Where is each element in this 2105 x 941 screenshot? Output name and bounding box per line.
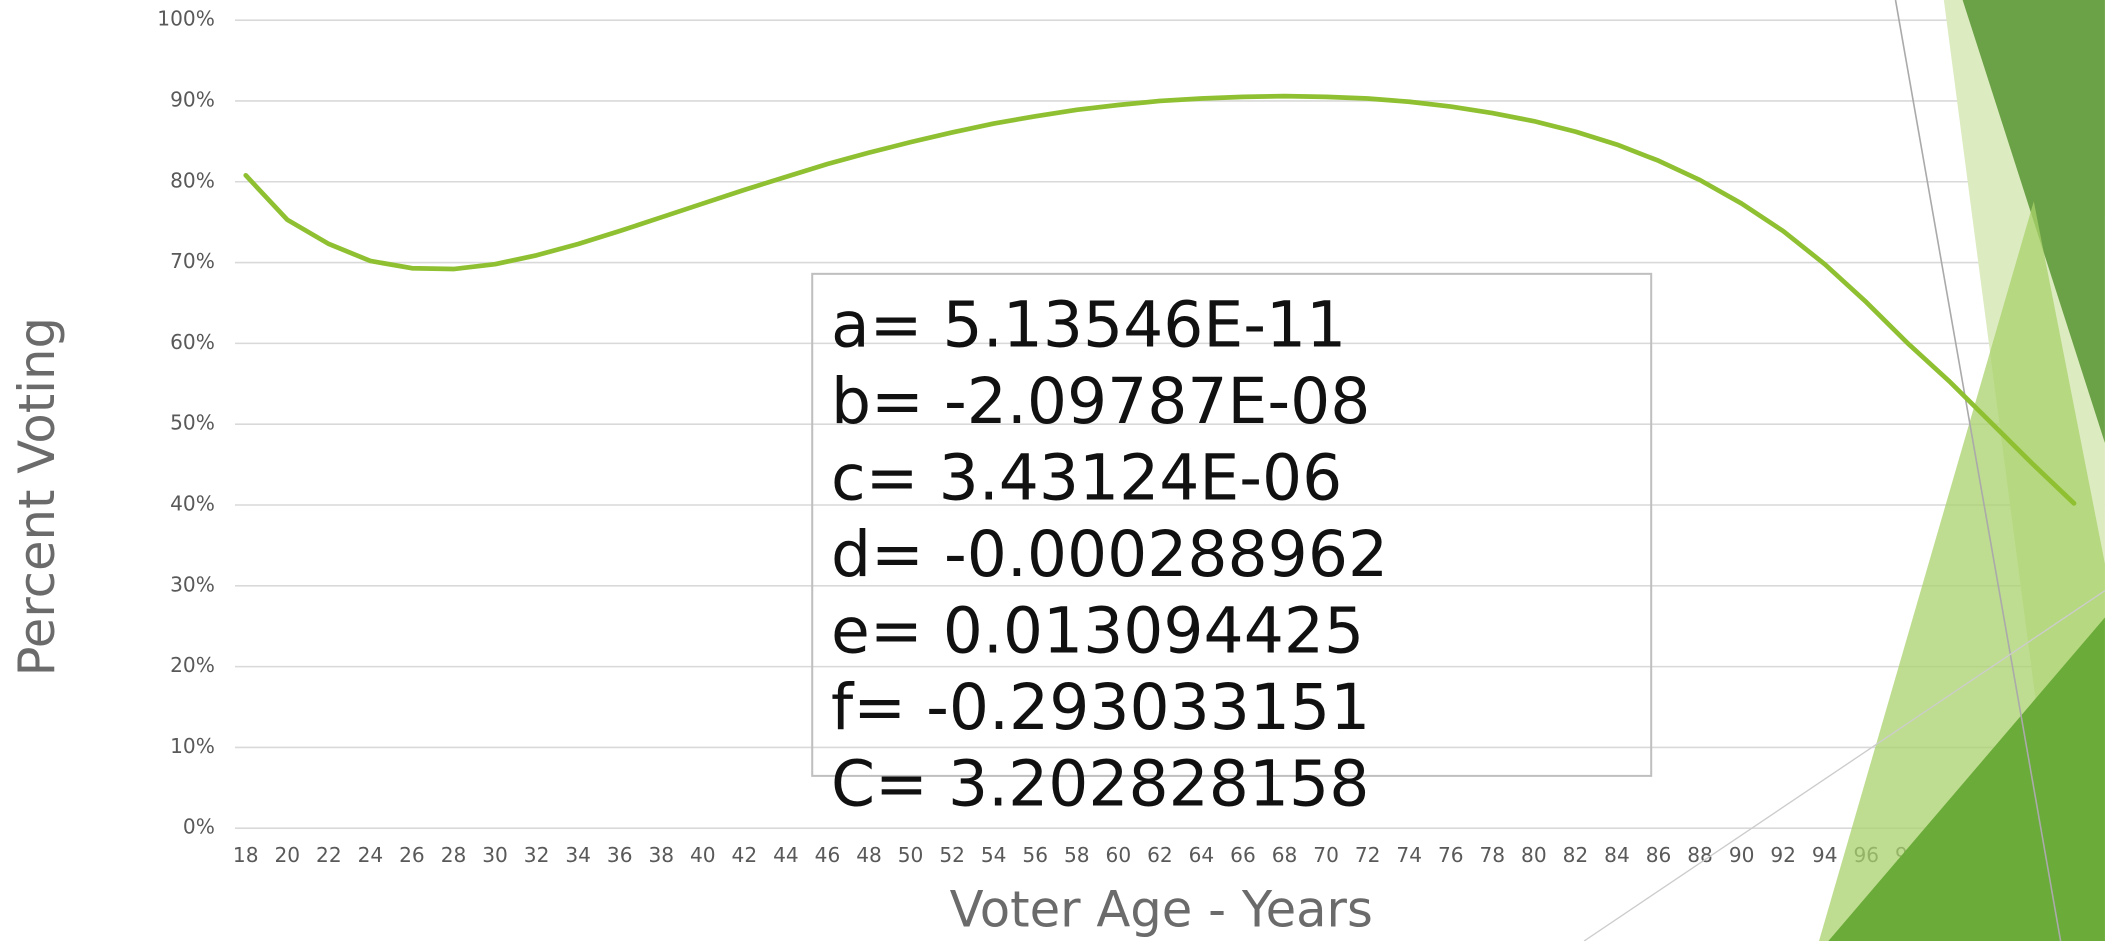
data-line <box>243 93 2077 506</box>
x-tick-label: 84 <box>1604 843 1630 867</box>
annotation-line: c= 3.43124E-06 <box>831 440 1342 514</box>
x-tick-label: 40 <box>690 843 716 867</box>
annotation-line: f= -0.293033151 <box>831 670 1370 744</box>
decor-line <box>1583 590 2105 941</box>
plot <box>243 93 2077 506</box>
x-axis-title: Voter Age - Years <box>950 880 1373 938</box>
x-tick-label: 72 <box>1355 843 1381 867</box>
x-tick-label: 66 <box>1230 843 1256 867</box>
x-tick-label: 90 <box>1729 843 1755 867</box>
y-tick-label: 80% <box>170 168 215 192</box>
x-tick-label: 50 <box>898 843 924 867</box>
y-tick-label: 10% <box>170 734 215 758</box>
x-tick-label: 56 <box>1022 843 1048 867</box>
x-tick-label: 74 <box>1396 843 1422 867</box>
decor-shape <box>1828 617 2105 941</box>
x-tick-label: 86 <box>1646 843 1672 867</box>
x-tick-label: 30 <box>482 843 508 867</box>
x-tick-label: 60 <box>1106 843 1132 867</box>
x-tick-label: 78 <box>1480 843 1506 867</box>
x-tick-label: 64 <box>1189 843 1215 867</box>
x-tick-label: 48 <box>856 843 882 867</box>
x-tick-label: 76 <box>1438 843 1464 867</box>
x-tick-label: 18 <box>233 843 259 867</box>
x-tick-label: 46 <box>815 843 841 867</box>
y-tick-label: 50% <box>170 411 215 435</box>
x-tick-label: 36 <box>607 843 633 867</box>
y-tick-label: 90% <box>170 87 215 111</box>
x-tick-label: 68 <box>1272 843 1298 867</box>
grid: 0% 10% 20% 30% 40% 50% 60% 70% 80% 90% 100% 18 20 22 2… <box>157 7 2105 867</box>
y-tick-label: 70% <box>170 249 215 273</box>
x-tick-label: 34 <box>565 843 591 867</box>
x-tick-label: 94 <box>1812 843 1838 867</box>
x-tick-label: 52 <box>939 843 965 867</box>
x-tick-label: 22 <box>316 843 342 867</box>
x-tick-label: 26 <box>399 843 425 867</box>
x-tick-label: 44 <box>773 843 799 867</box>
x-tick-label: 20 <box>274 843 300 867</box>
annotation-line: a= 5.13546E-11 <box>831 287 1346 361</box>
x-tick-label: 32 <box>524 843 550 867</box>
annotation-line: C= 3.202828158 <box>831 746 1369 820</box>
x-tick-label: 80 <box>1521 843 1547 867</box>
x-tick-label: 62 <box>1147 843 1173 867</box>
y-tick-label: 100% <box>157 7 215 31</box>
y-axis-title: Percent Voting <box>8 317 66 676</box>
decor-line <box>1894 0 2062 941</box>
background-decoration <box>1583 0 2105 941</box>
y-tick-label: 30% <box>170 572 215 596</box>
y-tick-label: 60% <box>170 330 215 354</box>
annotation-line: d= -0.000288962 <box>831 517 1388 591</box>
annotation-box <box>811 272 1653 777</box>
x-tick-label: 70 <box>1313 843 1339 867</box>
x-tick-label: 24 <box>358 843 384 867</box>
y-tick-label: 0% <box>183 815 215 839</box>
annotation-line: b= -2.09787E-08 <box>831 364 1370 438</box>
x-tick-label: 92 <box>1770 843 1796 867</box>
x-tick-label: 82 <box>1563 843 1589 867</box>
y-tick-label: 40% <box>170 491 215 515</box>
x-tick-label: 38 <box>648 843 674 867</box>
x-tick-label: 54 <box>981 843 1007 867</box>
annotation-line: e= 0.013094425 <box>831 593 1364 667</box>
x-tick-label: 42 <box>732 843 758 867</box>
y-tick-label: 20% <box>170 653 215 677</box>
x-tick-label: 28 <box>441 843 467 867</box>
x-tick-label: 58 <box>1064 843 1090 867</box>
annotation: a= 5.13546E-11b= -2.09787E-08c= 3.43124E… <box>831 287 1388 820</box>
